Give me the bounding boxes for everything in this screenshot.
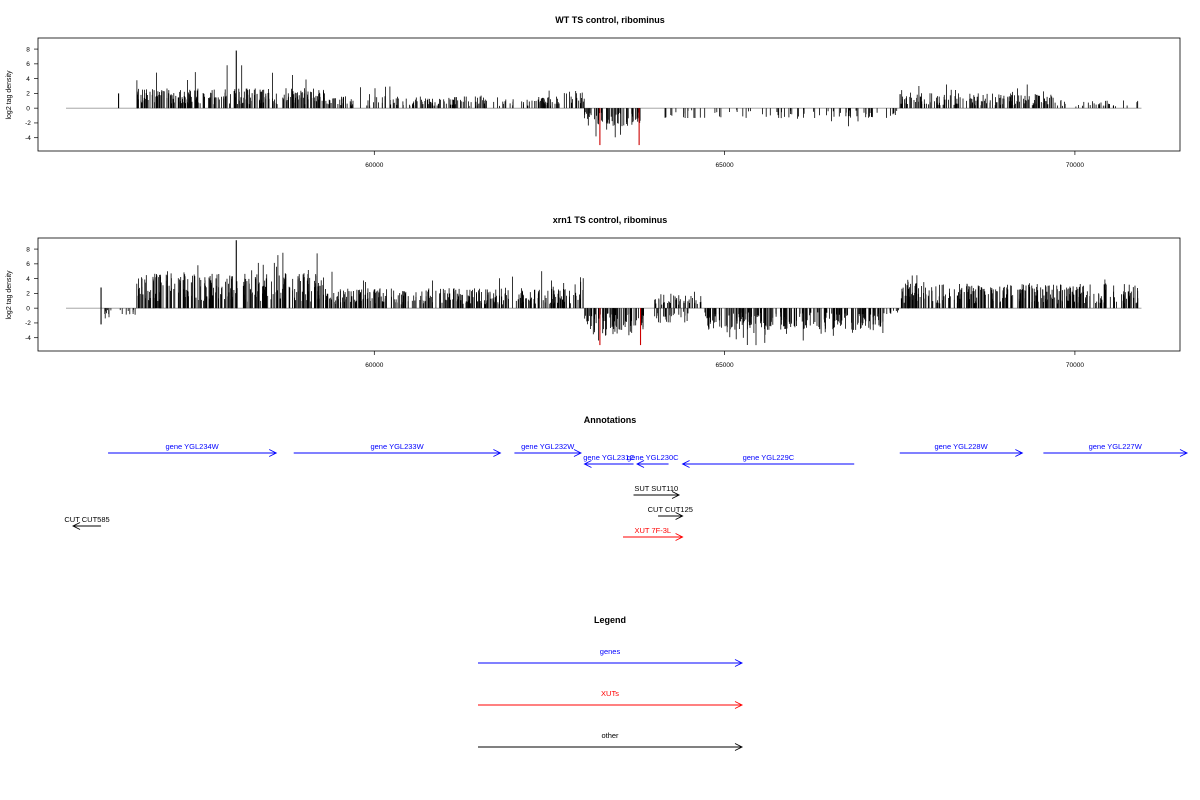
x-tick-label: 70000 xyxy=(1066,162,1084,169)
annotations-track: Annotations gene YGL234W gene YGL233W gene… xyxy=(64,415,1189,541)
xrn1-coverage-bars xyxy=(66,240,1142,346)
feature-arrow-head xyxy=(671,491,681,499)
feature-label: gene YGL231C xyxy=(583,453,635,462)
feature-arrow-head xyxy=(269,449,278,457)
y-tick-label: 4 xyxy=(26,276,30,283)
feature-arrow-head xyxy=(1015,449,1024,457)
wt-coverage-panel: WT TS control, ribominus log2 tag densit… xyxy=(6,15,1181,169)
x-tick-label: 60000 xyxy=(365,162,383,169)
wt-plot-frame xyxy=(37,37,1181,152)
annotation-feature: gene YGL227W xyxy=(1043,442,1189,457)
y-tick-label: -4 xyxy=(25,135,31,142)
feature-label: gene YGL233W xyxy=(370,442,424,451)
annotation-feature: gene YGL231C xyxy=(583,453,635,468)
feature-label: gene YGL229C xyxy=(743,453,795,462)
annotation-feature: gene YGL232W xyxy=(514,442,582,457)
feature-arrow-head xyxy=(1179,449,1189,457)
y-tick-label: 8 xyxy=(26,246,30,253)
feature-label: CUT CUT585 xyxy=(64,515,109,524)
annotation-features: gene YGL234W gene YGL233W gene YGL232W gene… xyxy=(64,442,1189,541)
wt-y-axis-label: log2 tag density xyxy=(6,70,13,120)
feature-arrow-head xyxy=(636,460,645,468)
xrn1-y-axis: -4 -2 0 2 4 6 8 xyxy=(25,246,38,342)
y-tick-label: 0 xyxy=(26,305,30,312)
feature-label: gene YGL232W xyxy=(521,442,575,451)
feature-arrow-head xyxy=(675,512,684,520)
feature-arrow-head xyxy=(583,460,592,468)
y-tick-label: 2 xyxy=(26,291,30,298)
wt-y-axis: -4 -2 0 2 4 6 8 xyxy=(25,46,38,142)
y-tick-label: -4 xyxy=(25,335,31,342)
annotation-feature: SUT SUT110 xyxy=(633,484,681,499)
annotation-feature: CUT CUT125 xyxy=(648,505,693,520)
feature-arrow-head xyxy=(72,522,81,530)
legend-arrow-head xyxy=(734,659,744,667)
feature-arrow-head xyxy=(675,533,684,541)
legend-label: other xyxy=(601,731,619,740)
annotation-feature: gene YGL234W xyxy=(108,442,278,457)
feature-arrow-head xyxy=(493,449,502,457)
feature-label: XUT 7F-3L xyxy=(635,526,672,535)
annotation-feature: gene YGL233W xyxy=(293,442,502,457)
xrn1-x-axis: 60000 65000 70000 xyxy=(365,351,1084,369)
xrn1-y-axis-label: log2 tag density xyxy=(6,270,13,320)
legend-item: XUTs xyxy=(478,689,744,709)
wt-x-axis: 60000 65000 70000 xyxy=(365,151,1084,169)
feature-label: gene YGL227W xyxy=(1089,442,1143,451)
y-tick-label: 2 xyxy=(26,91,30,98)
legend: Legend genes XUTs other xyxy=(478,615,744,751)
xrn1-panel-title: xrn1 TS control, ribominus xyxy=(553,215,668,225)
annotation-feature: gene YGL229C xyxy=(681,453,855,468)
legend-arrow-head xyxy=(734,743,744,751)
legend-label: XUTs xyxy=(601,689,619,698)
y-tick-label: -2 xyxy=(25,120,31,127)
y-tick-label: 0 xyxy=(26,105,30,112)
feature-label: CUT CUT125 xyxy=(648,505,693,514)
x-tick-label: 65000 xyxy=(716,162,734,169)
feature-arrow-head xyxy=(573,449,582,457)
legend-label: genes xyxy=(600,647,621,656)
feature-arrow-head xyxy=(681,460,690,468)
y-tick-label: 8 xyxy=(26,46,30,53)
x-tick-label: 70000 xyxy=(1066,362,1084,369)
wt-panel-title: WT TS control, ribominus xyxy=(555,15,665,25)
x-tick-label: 65000 xyxy=(716,362,734,369)
annotation-feature: gene YGL230C xyxy=(627,453,679,468)
feature-label: gene YGL230C xyxy=(627,453,679,462)
y-tick-label: 6 xyxy=(26,261,30,268)
annotation-feature: gene YGL228W xyxy=(899,442,1024,457)
legend-item: other xyxy=(478,731,744,751)
feature-label: gene YGL234W xyxy=(166,442,220,451)
y-tick-label: -2 xyxy=(25,320,31,327)
xrn1-plot-frame xyxy=(37,237,1181,352)
feature-label: SUT SUT110 xyxy=(634,484,678,493)
annotations-title: Annotations xyxy=(584,415,637,425)
legend-arrow-head xyxy=(734,701,744,709)
legend-item: genes xyxy=(478,647,744,667)
y-tick-label: 6 xyxy=(26,61,30,68)
legend-title: Legend xyxy=(594,615,626,625)
annotation-feature: XUT 7F-3L xyxy=(623,526,684,541)
annotation-feature: CUT CUT585 xyxy=(64,515,110,530)
xrn1-coverage-panel: xrn1 TS control, ribominus log2 tag dens… xyxy=(6,215,1181,369)
y-tick-label: 4 xyxy=(26,76,30,83)
legend-items: genes XUTs other xyxy=(478,647,744,751)
wt-coverage-bars xyxy=(66,50,1142,146)
x-tick-label: 60000 xyxy=(365,362,383,369)
feature-label: gene YGL228W xyxy=(934,442,988,451)
